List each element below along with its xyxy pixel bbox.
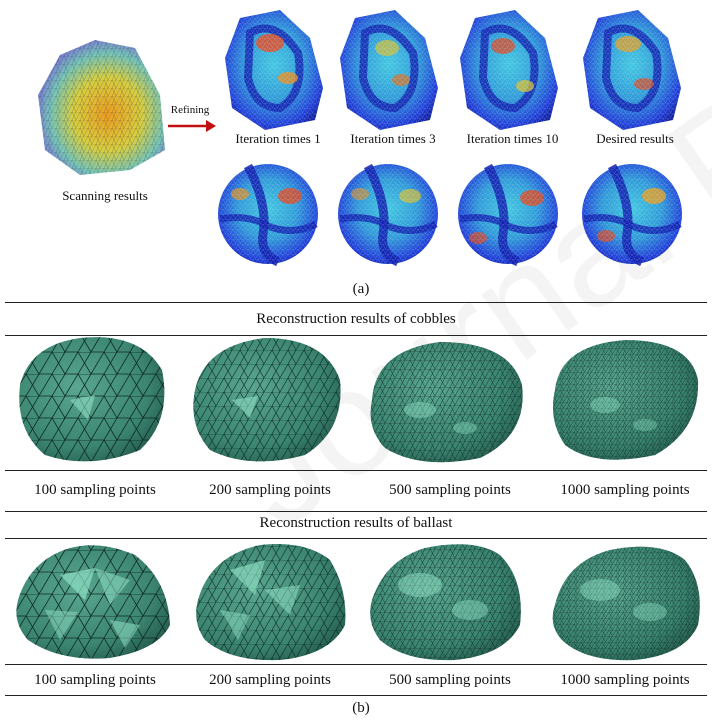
ballast-label-200: 200 sampling points [209,672,331,688]
rule-cobbles-title [5,335,707,336]
rule-ballast-bottom [5,664,707,665]
cobbles-label-100: 100 sampling points [34,482,156,498]
rule-ballast-title [5,538,707,539]
ballast-meshes [16,544,700,661]
refining-arrow [168,120,216,132]
cobbles-label-1000: 1000 sampling points [560,482,690,498]
cobbles-label-200: 200 sampling points [209,482,331,498]
refining-label: Refining [170,104,210,116]
rule-bottom [5,695,707,696]
cobbles-title: Reconstruction results of cobbles [256,311,456,327]
scanning-results-label: Scanning results [62,188,148,203]
ballast-label-500: 500 sampling points [389,672,511,688]
ballast-label-100: 100 sampling points [34,672,156,688]
iteration-label-3: Iteration times 3 [350,131,436,146]
iteration-spheres [218,163,682,267]
rule-cobbles-bottom [5,470,707,471]
ballast-title: Reconstruction results of ballast [259,515,453,531]
iteration-label-1: Iteration times 1 [235,131,321,146]
caption-b: (b) [352,700,370,716]
desired-results-label: Desired results [596,131,674,146]
cobbles-label-500: 500 sampling points [389,482,511,498]
rule-top-b [5,302,707,303]
caption-a: (a) [352,281,370,297]
iteration-label-10: Iteration times 10 [466,131,559,146]
ballast-label-1000: 1000 sampling points [560,672,690,688]
scanning-result-image [38,40,165,175]
cobble-meshes [19,337,699,463]
rule-ballast-top [5,511,707,512]
iteration-stones [225,10,681,130]
